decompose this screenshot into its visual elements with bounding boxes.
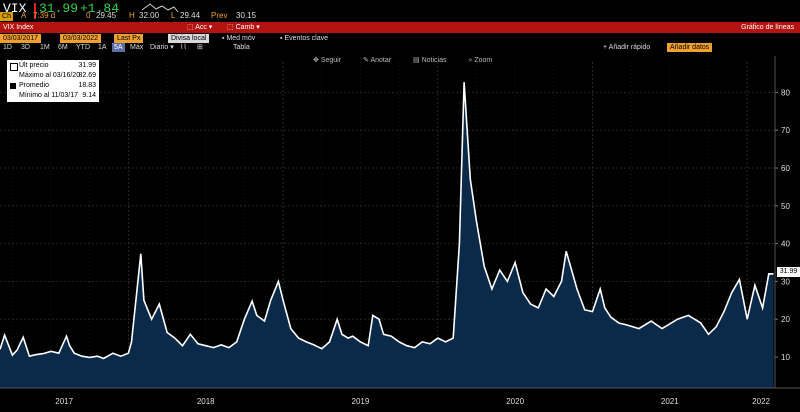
- open-label: 0: [86, 11, 91, 20]
- zoom-button[interactable]: ⌕ Zoom: [468, 57, 493, 64]
- x-tick-label: 2017: [55, 397, 73, 406]
- follow-label: Seguir: [320, 57, 342, 64]
- y-tick-label: 60: [781, 164, 790, 173]
- y-tick-label: 20: [781, 315, 790, 324]
- key-events-label: Eventos clave: [284, 35, 329, 42]
- legend-row-max: Máximo al 03/16/20 82.69: [19, 71, 96, 80]
- legend-value-min: 9.14: [82, 92, 96, 99]
- market-flag-badge: Ch: [0, 12, 13, 21]
- price-down-marker: [34, 3, 36, 19]
- high-value: 32.00: [139, 11, 160, 20]
- open-value: 29.45: [96, 11, 117, 20]
- quote-source: A: [21, 11, 27, 20]
- x-tick-label: 2022: [752, 397, 770, 406]
- frequency-select[interactable]: Diario ▾: [150, 44, 174, 51]
- field-select[interactable]: Last Px: [114, 34, 144, 43]
- moving-average-toggle[interactable]: ▪ Med móv: [222, 35, 256, 42]
- legend-swatch-avg: [10, 83, 16, 89]
- sparkline-icon: [141, 3, 179, 13]
- y-tick-label: 10: [781, 353, 790, 362]
- period-row: 1D 3D 1M 6M YTD 1A 5A Máx Diario ▾ ⌇⌇ ⊞ …: [0, 43, 800, 52]
- currency-select[interactable]: Divisa local: [168, 34, 210, 43]
- legend-value-max: 82.69: [78, 72, 96, 79]
- follow-button[interactable]: ✥ Seguir: [313, 57, 342, 64]
- period-6m[interactable]: 6M: [58, 44, 68, 51]
- chart-style-icon[interactable]: ⊞: [197, 44, 203, 51]
- period-1m[interactable]: 1M: [40, 44, 50, 51]
- news-button[interactable]: ▤ Noticias: [413, 57, 447, 64]
- y-tick-label: 70: [781, 126, 790, 135]
- x-tick-label: 2020: [506, 397, 524, 406]
- legend-value-avg: 18.83: [78, 82, 96, 89]
- acc-button-label: Acc: [195, 24, 207, 31]
- prev-value: 30.15: [236, 11, 257, 20]
- period-max[interactable]: Máx: [130, 44, 144, 51]
- chart-legend: Últ precio 31.99 Máximo al 03/16/20 82.69 …: [7, 60, 99, 102]
- prev-label: Prev: [211, 11, 228, 20]
- quick-add-button[interactable]: + Añadir rápido: [603, 44, 651, 51]
- high-label: H: [129, 11, 135, 20]
- quote-time: 7:39 d: [33, 11, 56, 20]
- price-area: [0, 82, 774, 388]
- last-price: 31.99: [39, 1, 79, 16]
- low-value: 29.44: [180, 11, 201, 20]
- period-1d[interactable]: 1D: [3, 44, 12, 51]
- quick-add-label: Añadir rápido: [608, 44, 651, 51]
- line-style-icon[interactable]: ⌇⌇: [180, 44, 187, 51]
- index-name[interactable]: VIX Index: [3, 24, 34, 31]
- low-label: L: [171, 11, 176, 20]
- chart-tools: ✥ Seguir ✎ Anotar ▤ Noticias ⌕ Zoom: [313, 56, 512, 65]
- y-tick-label: 40: [781, 240, 790, 249]
- y-axis: 10 20 30 40 50 60 70 80: [774, 56, 790, 388]
- legend-row-min: Mínimo al 11/03/17 9.14: [19, 91, 96, 100]
- legend-row-avg: Promedio 18.83: [19, 81, 96, 90]
- legend-label-min: Mínimo al 11/03/17: [19, 92, 79, 99]
- last-price-tag: 31.99: [777, 267, 800, 277]
- y-tick-label: 80: [781, 88, 790, 97]
- annotate-button[interactable]: ✎ Anotar: [363, 57, 392, 64]
- legend-row-last: Últ precio 31.99: [19, 61, 96, 70]
- legend-label-last: Últ precio: [19, 62, 49, 69]
- range-row: 03/03/2017 03/03/2022 Last Px Divisa loc…: [0, 33, 800, 43]
- news-label: Noticias: [421, 57, 447, 64]
- security-header: VIX Index ⬚ Acc ▾ ⬚ Camb ▾ Gráfico de lí…: [0, 22, 800, 33]
- x-axis: 2017 2018 2019 2020 2021 2022: [0, 387, 800, 406]
- key-events-toggle[interactable]: ▪ Eventos clave: [280, 35, 329, 42]
- legend-value-last: 31.99: [78, 62, 96, 69]
- x-tick-label: 2021: [661, 397, 679, 406]
- period-1a[interactable]: 1A: [98, 44, 107, 51]
- y-tick-label: 30: [781, 277, 790, 286]
- moving-average-label: Med móv: [226, 35, 256, 42]
- camb-button[interactable]: ⬚ Camb ▾: [227, 24, 260, 31]
- chart-type-label[interactable]: Gráfico de líneas: [741, 24, 794, 31]
- zoom-label: Zoom: [474, 57, 493, 64]
- annotate-label: Anotar: [370, 57, 392, 64]
- table-button[interactable]: Tabla: [233, 44, 250, 51]
- legend-label-max: Máximo al 03/16/20: [19, 72, 81, 79]
- end-date-field[interactable]: 03/03/2022: [60, 34, 102, 43]
- price-line: [0, 82, 774, 360]
- y-tick-label: 50: [781, 202, 790, 211]
- legend-swatch-last: [10, 63, 18, 71]
- start-date-field[interactable]: 03/03/2017: [0, 34, 42, 43]
- camb-button-label: Camb: [235, 24, 255, 31]
- legend-label-avg: Promedio: [19, 82, 49, 89]
- frequency-label: Diario: [150, 44, 169, 51]
- period-5a[interactable]: 5A: [112, 43, 125, 52]
- period-ytd[interactable]: YTD: [76, 44, 90, 51]
- quote-bar: VIX 31.99 +1.84 Ch A 7:39 d 0 29.45 H 32…: [0, 0, 800, 22]
- add-data-button[interactable]: Añadir datos: [667, 43, 713, 52]
- acc-button[interactable]: ⬚ Acc ▾: [187, 24, 213, 31]
- x-tick-label: 2018: [197, 397, 215, 406]
- price-change: +1.84: [80, 1, 120, 16]
- price-chart[interactable]: 10 20 30 40 50 60 70 80 2017 2018 2019 2020 2021 202…: [0, 52, 800, 412]
- period-3d[interactable]: 3D: [21, 44, 30, 51]
- x-tick-label: 2019: [352, 397, 370, 406]
